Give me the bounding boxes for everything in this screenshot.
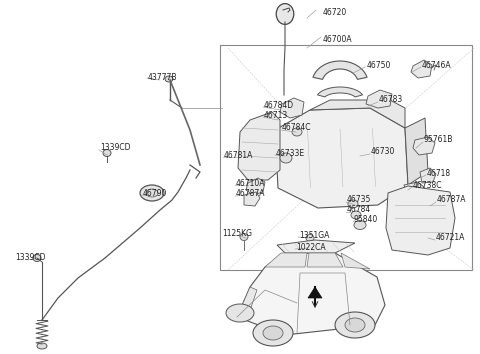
Ellipse shape [253,320,293,346]
Polygon shape [420,168,436,183]
Text: 46750: 46750 [367,61,391,69]
Polygon shape [238,112,280,180]
Ellipse shape [146,189,158,197]
Polygon shape [405,118,428,185]
Text: 46730: 46730 [371,148,396,156]
Ellipse shape [335,312,375,338]
Polygon shape [246,178,265,195]
Text: 46783: 46783 [379,96,403,104]
Text: 95840: 95840 [354,216,378,224]
Text: 46720: 46720 [323,8,347,17]
Text: 46718: 46718 [427,169,451,177]
Text: 46784: 46784 [347,206,371,215]
Polygon shape [404,182,425,197]
Bar [220,45,472,270]
Text: 46784D: 46784D [264,101,294,109]
Text: 1339CD: 1339CD [100,143,131,153]
Text: 46787A: 46787A [236,189,265,199]
Text: 46784C: 46784C [282,124,312,132]
Ellipse shape [304,245,312,251]
Text: 46738C: 46738C [413,181,443,189]
Text: 95761B: 95761B [424,136,454,144]
Polygon shape [317,87,362,97]
Ellipse shape [280,153,292,163]
Text: 1022CA: 1022CA [296,242,325,251]
Text: 43777B: 43777B [148,74,178,82]
Text: 46700A: 46700A [323,35,353,44]
Polygon shape [277,240,355,253]
Polygon shape [313,61,367,79]
Text: 1339CD: 1339CD [15,253,46,263]
Polygon shape [341,253,370,269]
Polygon shape [366,90,392,108]
Polygon shape [237,287,257,319]
Ellipse shape [351,211,361,219]
Polygon shape [411,60,432,78]
Ellipse shape [345,318,365,332]
Text: 46735: 46735 [347,195,372,205]
Polygon shape [308,287,322,298]
Polygon shape [265,253,307,267]
Ellipse shape [240,234,248,240]
Ellipse shape [37,343,47,349]
Polygon shape [310,100,405,128]
Text: 46787A: 46787A [437,195,467,205]
Ellipse shape [276,4,294,24]
Polygon shape [237,253,385,335]
Ellipse shape [33,255,41,262]
Text: 46713: 46713 [264,110,288,120]
Ellipse shape [263,326,283,340]
Text: 1125KG: 1125KG [222,228,252,238]
Polygon shape [413,137,435,155]
Ellipse shape [226,304,254,322]
Text: 46721A: 46721A [436,234,466,242]
Ellipse shape [140,185,164,201]
Text: 46733E: 46733E [276,148,305,158]
Polygon shape [307,253,343,267]
Polygon shape [280,98,304,118]
Text: 46746A: 46746A [422,61,452,69]
Text: 1351GA: 1351GA [299,230,329,240]
Polygon shape [244,192,260,206]
Text: 46781A: 46781A [224,150,253,160]
Text: 46710A: 46710A [236,178,265,188]
Text: 46790: 46790 [143,188,168,198]
Ellipse shape [348,200,358,208]
Ellipse shape [292,128,302,136]
Ellipse shape [165,76,173,82]
Polygon shape [275,108,408,208]
Ellipse shape [103,149,111,156]
Ellipse shape [354,221,366,229]
Polygon shape [386,186,455,255]
Ellipse shape [306,234,314,241]
